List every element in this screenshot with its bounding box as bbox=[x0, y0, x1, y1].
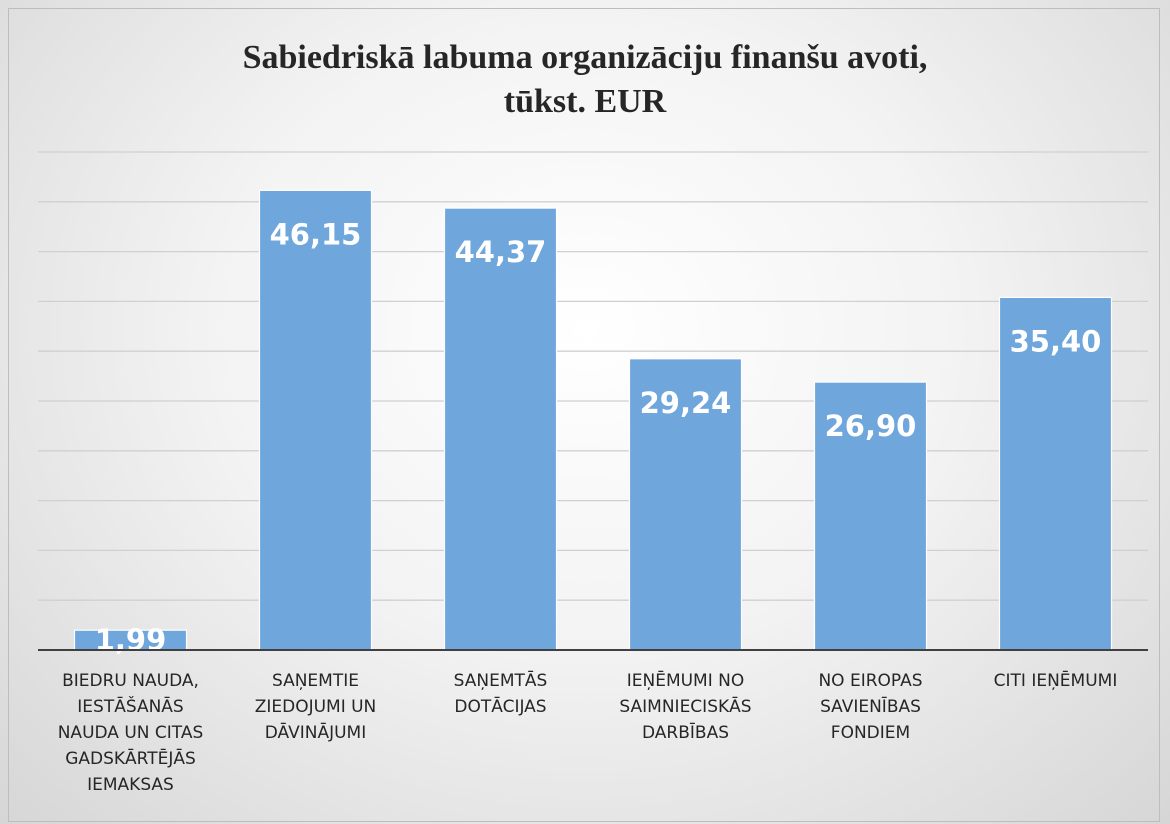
data-label: 1,99 bbox=[95, 623, 167, 657]
bar bbox=[998, 296, 1113, 651]
bar bbox=[258, 189, 373, 651]
chart-border bbox=[8, 8, 1160, 822]
data-label: 29,24 bbox=[640, 386, 732, 420]
data-label: 46,15 bbox=[270, 217, 362, 251]
bar bbox=[628, 358, 743, 651]
x-tick-label: NO EIROPAS SAVIENĪBAS FONDIEM bbox=[818, 671, 923, 743]
x-tick-label: IEŅĒMUMI NO SAIMNIECISKĀS DARBĪBAS bbox=[619, 671, 752, 743]
x-tick-label: SAŅEMTIE ZIEDOJUMI UN DĀVINĀJUMI bbox=[254, 671, 377, 743]
x-tick-label: BIEDRU NAUDA, IESTĀŠANĀS NAUDA UN CITAS … bbox=[57, 671, 204, 795]
x-tick-label: CITI IEŅĒMUMI bbox=[993, 671, 1118, 691]
data-label: 35,40 bbox=[1010, 324, 1102, 358]
bar bbox=[443, 207, 558, 651]
data-label: 26,90 bbox=[825, 409, 917, 443]
x-tick-label: SAŅEMTĀS DOTĀCIJAS bbox=[453, 671, 548, 717]
chart-title: Sabiedriskā labuma organizāciju finanšu … bbox=[242, 39, 928, 120]
data-label: 44,37 bbox=[455, 235, 547, 269]
